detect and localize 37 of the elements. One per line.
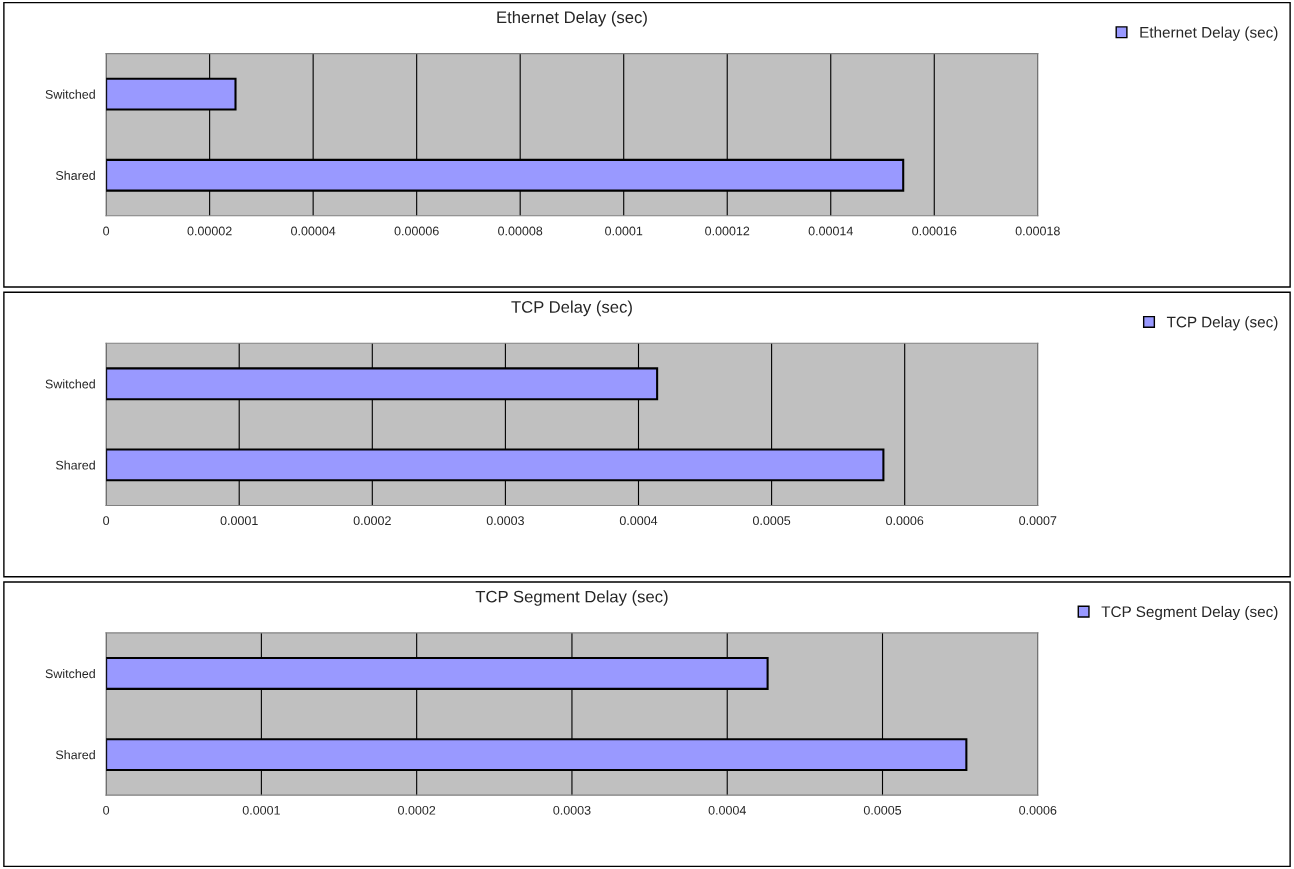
legend-label: TCP Segment Delay (sec): [1101, 605, 1278, 621]
x-tick-label: 0.00018: [1015, 226, 1060, 236]
y-tick-label: Shared: [55, 170, 95, 180]
y-tick-label: Switched: [45, 89, 95, 99]
y-tick-label: Switched: [45, 668, 95, 679]
x-tick-label: 0.0006: [886, 516, 924, 526]
x-tick-label: 0.00002: [187, 226, 232, 236]
x-tick-label: 0.0005: [752, 516, 791, 526]
x-tick-label: 0: [103, 226, 110, 236]
x-tick-label: 0.0003: [553, 805, 591, 815]
x-tick-label: 0.0002: [353, 516, 391, 526]
x-tick-label: 0.00004: [291, 226, 336, 236]
y-tick-label: Shared: [55, 460, 95, 470]
x-tick-label: 0: [103, 805, 110, 815]
x-tick-label: 0.00012: [705, 226, 750, 236]
x-tick-label: 0.00014: [808, 226, 853, 236]
x-tick-label: 0.00006: [394, 226, 439, 236]
x-tick-label: 0.00016: [912, 226, 957, 236]
y-tick-label: Switched: [45, 379, 95, 389]
chart-title: Ethernet Delay (sec): [497, 10, 647, 27]
x-tick-label: 0.0001: [242, 805, 280, 815]
x-tick-label: 0.0006: [1019, 805, 1057, 815]
x-tick-label: 0.0002: [398, 805, 436, 815]
x-tick-label: 0.0001: [605, 226, 643, 236]
x-tick-label: 0.0003: [486, 516, 524, 526]
y-tick-label: Shared: [55, 750, 95, 760]
x-tick-label: 0.00008: [498, 226, 543, 236]
x-tick-label: 0.0001: [220, 516, 258, 526]
x-tick-label: 0: [103, 516, 110, 526]
legend-label: TCP Delay (sec): [1166, 316, 1278, 331]
chart-title: TCP Delay (sec): [511, 300, 632, 317]
x-tick-label: 0.0004: [619, 516, 658, 526]
chart-title: TCP Segment Delay (sec): [475, 590, 668, 606]
x-tick-label: 0.0005: [863, 805, 902, 815]
legend-label: Ethernet Delay (sec): [1140, 26, 1278, 41]
x-tick-label: 0.0007: [1019, 516, 1057, 526]
x-tick-label: 0.0004: [708, 805, 746, 815]
